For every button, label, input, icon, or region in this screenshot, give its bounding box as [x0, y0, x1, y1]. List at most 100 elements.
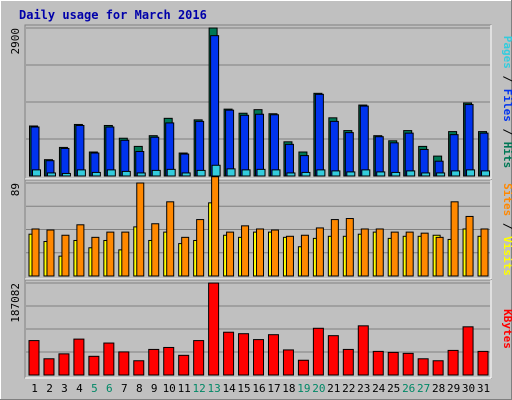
bar-kbytes	[372, 350, 384, 376]
bar-sites	[390, 231, 399, 277]
bar-pages	[256, 168, 266, 177]
legend-separator: /	[501, 216, 512, 236]
bar-pages	[481, 170, 491, 177]
bar-kbytes	[133, 360, 145, 376]
bar-kbytes	[417, 358, 429, 376]
x-tick-label: 21	[327, 382, 340, 395]
legend-item: Sites	[501, 183, 512, 216]
bar-sites	[480, 228, 489, 277]
bar-pages	[451, 170, 461, 177]
bar-sites	[76, 224, 85, 277]
bar-kbytes	[282, 349, 294, 376]
bar-kbytes	[297, 359, 309, 376]
bar-pages	[421, 172, 431, 177]
x-tick-label: 23	[357, 382, 370, 395]
bar-sites	[61, 234, 70, 277]
bar-kbytes	[73, 338, 85, 376]
bar-pages	[151, 169, 161, 177]
bar-sites	[226, 231, 235, 277]
x-axis: 1 2 3 4 5 6 7 8 9 10 11 12 13 14 15 16 17 18 19 20 21 22 23 24 2…	[31, 382, 490, 395]
bar-sites	[181, 236, 190, 277]
legend-item: Files	[501, 89, 512, 122]
bar-files	[374, 136, 384, 177]
x-tick-label: 29	[447, 382, 460, 395]
bar-files	[105, 126, 115, 177]
bar-pages	[106, 169, 116, 177]
bar-files	[419, 148, 429, 177]
bar-kbytes	[208, 282, 220, 376]
bar-kbytes	[238, 333, 250, 376]
x-tick-label: 16	[252, 382, 265, 395]
bar-files	[75, 124, 85, 177]
bar-kbytes	[193, 340, 205, 376]
legend-item: Hits	[501, 142, 512, 169]
bar-files	[120, 139, 130, 177]
bar-files	[344, 132, 354, 177]
bar-kbytes	[178, 354, 190, 376]
x-tick-label: 28	[432, 382, 445, 395]
bar-kbytes	[253, 339, 265, 376]
y-max-label: 89	[9, 183, 22, 196]
bar-sites	[91, 236, 100, 277]
bar-files	[60, 147, 70, 177]
bar-sites	[330, 219, 339, 277]
bar-kbytes	[342, 348, 354, 376]
bar-pages	[166, 168, 176, 177]
bar-sites	[166, 201, 175, 277]
bar-kbytes	[387, 351, 399, 376]
bar-files	[210, 35, 220, 177]
bar-pages	[181, 172, 191, 177]
bar-kbytes	[28, 340, 40, 376]
bar-pages	[301, 171, 311, 177]
panel-hits: 2900 Pages / Files / Hits	[9, 24, 512, 180]
bar-sites	[420, 232, 429, 277]
bar-kbytes	[462, 326, 474, 376]
bar-files	[225, 109, 235, 177]
bar-files	[269, 114, 279, 177]
chart-title: Daily usage for March 2016	[19, 8, 207, 22]
bar-files	[329, 120, 339, 177]
bar-files	[464, 104, 474, 177]
bar-files	[314, 93, 324, 177]
bar-sites	[256, 228, 265, 277]
x-tick-label: 9	[151, 382, 158, 395]
x-tick-label: 15	[237, 382, 250, 395]
bar-pages	[32, 169, 41, 177]
bar-sites	[405, 231, 414, 277]
bar-kbytes	[223, 331, 235, 376]
bar-sites	[241, 225, 250, 277]
bar-kbytes	[357, 325, 369, 376]
bar-files	[479, 132, 489, 177]
bar-pages	[286, 172, 296, 177]
x-tick-label: 5	[91, 382, 98, 395]
bar-sites	[300, 234, 309, 277]
bar-kbytes	[163, 346, 175, 376]
x-tick-label: 12	[192, 382, 205, 395]
bar-pages	[406, 170, 416, 177]
legend-item: Visits	[501, 236, 512, 276]
bar-sites	[31, 228, 40, 277]
bar-pages	[391, 171, 401, 177]
x-tick-label: 17	[267, 382, 280, 395]
bar-kbytes	[477, 350, 489, 376]
bar-sites	[435, 236, 444, 277]
bar-files	[30, 126, 40, 177]
bar-kbytes	[432, 360, 444, 376]
bar-sites	[345, 218, 354, 277]
bar-sites	[375, 228, 384, 277]
x-tick-label: 14	[222, 382, 236, 395]
legend-separator: /	[501, 122, 512, 142]
bar-pages	[91, 171, 101, 177]
bar-sites	[360, 228, 369, 277]
legend-kbytes: KBytes	[501, 309, 512, 349]
bar-pages	[61, 172, 71, 177]
bar-pages	[436, 172, 446, 177]
bar-files	[284, 143, 294, 177]
bar-sites	[106, 231, 115, 277]
bar-sites	[211, 176, 220, 277]
panel-visits: 89 Sites / Visits	[9, 176, 512, 280]
x-tick-label: 18	[282, 382, 295, 395]
bar-pages	[121, 170, 131, 177]
bar-pages	[211, 164, 221, 177]
